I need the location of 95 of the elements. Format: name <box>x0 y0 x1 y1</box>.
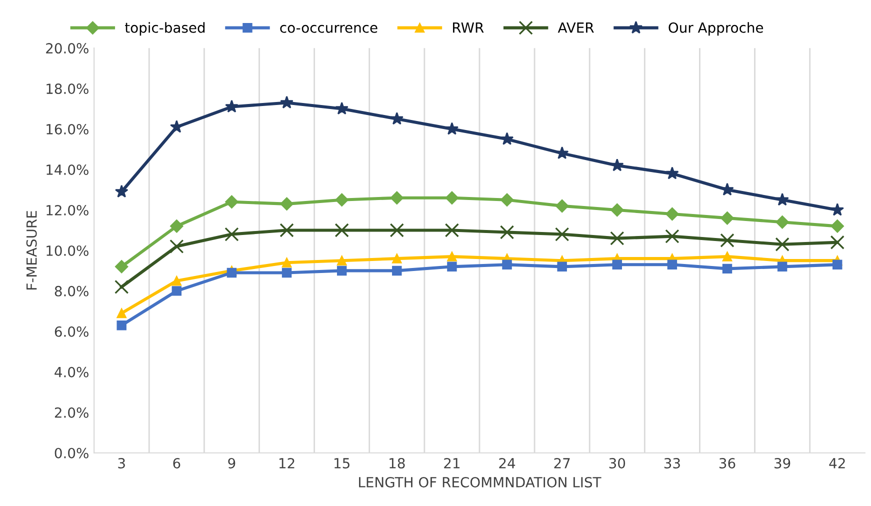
point <box>390 223 404 238</box>
point <box>114 184 128 198</box>
y-tick-label: 14.0% <box>46 164 88 175</box>
y-tick-label: 8.0% <box>54 286 88 296</box>
point <box>447 262 457 272</box>
point <box>610 158 624 172</box>
legend-label: co-occurrence <box>280 24 378 33</box>
point <box>280 96 294 108</box>
point <box>114 280 129 294</box>
point <box>282 258 292 268</box>
x-tick-label: 9 <box>228 458 236 468</box>
point <box>335 193 348 206</box>
x-axis-title: LENGTH OF RECOMMNDATION LIST <box>359 476 602 488</box>
point <box>334 223 349 238</box>
point <box>502 260 512 270</box>
point <box>667 260 678 270</box>
point <box>336 256 347 266</box>
point <box>612 260 622 270</box>
point <box>775 237 790 252</box>
y-axis-title: F-MEASURE <box>26 211 37 290</box>
point <box>172 276 182 286</box>
point <box>170 239 184 254</box>
x-tick-label: 27 <box>554 458 570 468</box>
point <box>336 266 347 276</box>
point <box>554 227 570 242</box>
x-tick-label: 21 <box>444 458 460 468</box>
point <box>280 223 294 238</box>
point <box>390 112 404 125</box>
point <box>830 235 844 250</box>
point <box>776 192 789 206</box>
x-tick-label: 33 <box>664 458 680 468</box>
point <box>282 268 292 278</box>
x-tick-label: 3 <box>118 458 125 468</box>
y-tick-label: 10.0% <box>46 245 88 256</box>
point <box>445 191 459 204</box>
point <box>555 146 569 160</box>
point <box>170 220 184 233</box>
point <box>500 132 514 145</box>
x-tick-label: 6 <box>173 458 180 468</box>
y-tick-label: 2.0% <box>54 407 88 418</box>
x-tick-label: 18 <box>390 458 405 468</box>
point <box>225 195 238 208</box>
x-tick-label: 30 <box>609 458 626 468</box>
legend-label: Our Approche <box>668 22 764 36</box>
point <box>720 212 734 225</box>
x-tick-label: 15 <box>334 458 350 468</box>
y-tick-label: 18.0% <box>46 84 88 94</box>
point <box>116 320 126 330</box>
point <box>392 266 402 276</box>
point <box>722 264 732 274</box>
point <box>722 252 732 262</box>
point <box>610 231 624 246</box>
legend-label: RWR <box>453 22 484 33</box>
point <box>665 229 680 244</box>
point <box>666 166 679 180</box>
legend-label: topic-based <box>124 22 205 36</box>
point <box>720 182 734 196</box>
x-tick-label: 42 <box>829 458 845 468</box>
point <box>447 252 457 262</box>
point <box>392 254 402 264</box>
point <box>830 203 844 216</box>
point <box>390 191 404 204</box>
point <box>776 216 789 229</box>
y-tick-label: 16.0% <box>46 124 88 135</box>
y-tick-label: 4.0% <box>54 366 88 378</box>
point <box>335 102 348 115</box>
point <box>557 262 567 272</box>
point <box>226 268 237 278</box>
point <box>444 223 460 238</box>
point <box>777 262 788 272</box>
y-tick-label: 20.0% <box>46 43 88 54</box>
point <box>445 122 459 135</box>
x-tick-label: 36 <box>719 458 736 468</box>
y-tick-label: 12.0% <box>46 204 88 216</box>
point <box>170 120 184 133</box>
point <box>280 197 294 211</box>
x-tick-label: 39 <box>774 458 790 468</box>
point <box>116 308 126 318</box>
point <box>500 193 514 206</box>
point <box>225 100 238 113</box>
point <box>720 233 734 248</box>
point <box>830 220 844 233</box>
point <box>832 260 842 270</box>
point <box>555 199 569 213</box>
y-tick-label: 6.0% <box>54 326 88 337</box>
point <box>500 225 514 240</box>
point <box>172 286 182 296</box>
legend-label: AVER <box>558 22 594 33</box>
x-tick-label: 24 <box>499 458 516 468</box>
point <box>610 203 624 217</box>
point <box>115 260 128 274</box>
point <box>666 207 679 221</box>
x-tick-label: 12 <box>279 458 294 468</box>
point <box>224 227 239 242</box>
y-tick-label: 0.0% <box>54 448 88 458</box>
